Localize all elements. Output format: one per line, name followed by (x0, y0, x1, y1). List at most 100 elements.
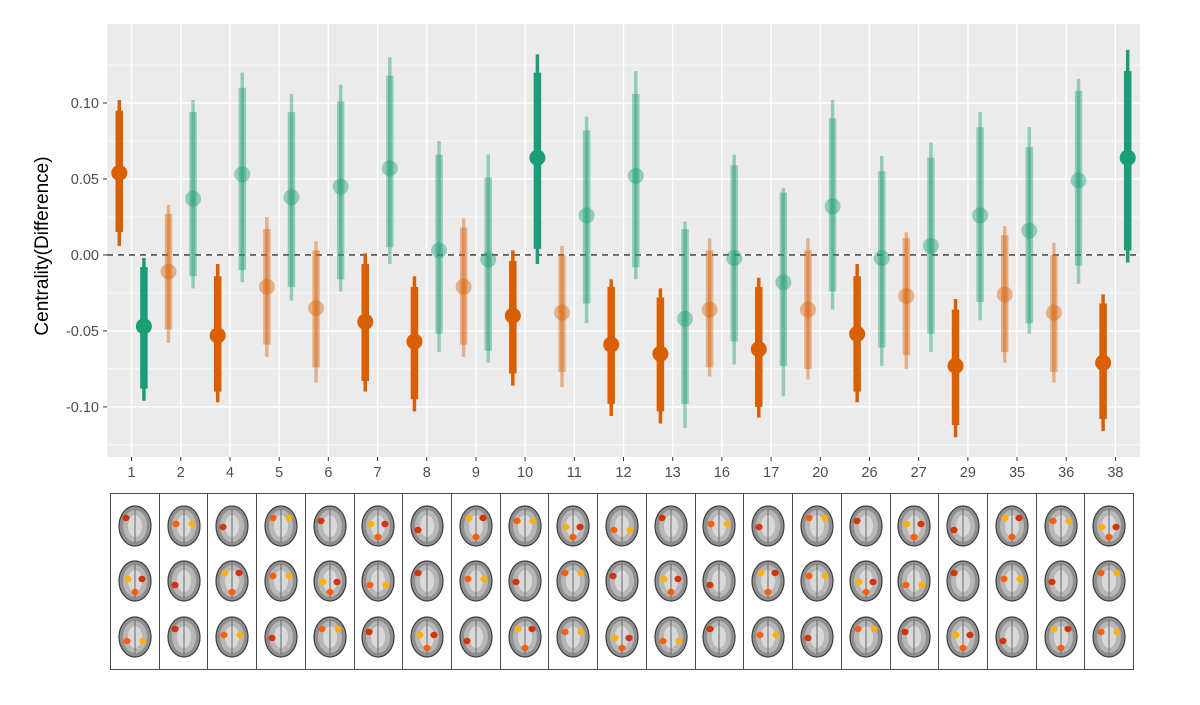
brain-slice-image (313, 560, 347, 603)
orange-point-estimate (209, 327, 226, 344)
activation-blob (414, 570, 422, 577)
activation-blob (171, 520, 180, 528)
brain-slice-image (361, 616, 396, 658)
brain-slice-image (605, 616, 639, 658)
brain-slice-image (849, 505, 883, 547)
brain-panel (160, 494, 209, 669)
x-tick-label: 13 (665, 465, 681, 481)
activation-blob (674, 576, 682, 583)
brain-slice-image (361, 560, 396, 603)
activation-blob (610, 526, 618, 534)
brain-slice-image (751, 560, 785, 603)
orange-point-estimate (258, 278, 275, 295)
activation-blob (950, 570, 958, 577)
x-tick-label: 29 (960, 465, 976, 481)
activation-blob (333, 579, 341, 586)
x-tick-label: 1 (128, 465, 136, 481)
green-point-estimate (234, 166, 251, 183)
brain-slice-image (897, 505, 931, 547)
brain-slice-image (654, 560, 688, 603)
brain-slice-image (118, 560, 152, 603)
x-tick-label: 9 (472, 465, 480, 481)
brain-slice-image (118, 505, 152, 547)
activation-blob (618, 644, 626, 652)
activation-blob (576, 523, 584, 531)
green-point-estimate (676, 310, 693, 327)
green-point-estimate (775, 274, 792, 291)
activation-blob (1105, 533, 1113, 541)
x-tick-label: 27 (911, 465, 927, 481)
activation-blob (660, 576, 668, 583)
activation-blob (269, 514, 277, 522)
activation-blob (268, 634, 276, 642)
orange-point-estimate (357, 313, 374, 330)
x-tick-label: 26 (861, 465, 877, 481)
activation-blob (529, 517, 537, 525)
brain-slice-image (215, 616, 249, 658)
activation-blob (862, 589, 870, 596)
orange-point-estimate (308, 300, 325, 317)
brain-slice-image (556, 616, 590, 658)
activation-blob (561, 570, 569, 577)
activation-blob (609, 573, 617, 580)
activation-blob (414, 526, 422, 534)
brain-panel (306, 494, 355, 669)
brain-slice-image (508, 616, 542, 658)
y-tick-label: -0.05 (66, 324, 99, 340)
green-point-estimate (578, 207, 595, 224)
orange-point-estimate (947, 357, 964, 374)
brain-panel (1037, 494, 1086, 669)
forest-plot: -0.10-0.050.000.050.10 1 2 4 5 6 7 8 9 10 11 12 13 1… (32, 24, 1140, 481)
activation-blob (804, 634, 812, 642)
activation-blob (513, 517, 521, 525)
brain-panel (939, 494, 988, 669)
brain-slice-image (410, 560, 444, 603)
activation-blob (1056, 644, 1065, 652)
brain-slice-image (654, 505, 688, 547)
activation-blob (1097, 570, 1105, 577)
brain-slice-image (215, 505, 249, 547)
brain-map-strip (110, 493, 1134, 670)
activation-blob (326, 589, 334, 596)
brain-panel (111, 494, 160, 669)
brain-slice-image (946, 505, 980, 547)
activation-blob (365, 628, 374, 636)
activation-blob (625, 634, 633, 642)
brain-panel (598, 494, 647, 669)
activation-blob (959, 644, 967, 652)
orange-point-estimate (111, 164, 128, 181)
brain-panel (842, 494, 891, 669)
activation-blob (138, 576, 146, 583)
activation-blob (1112, 523, 1120, 531)
brain-slice-image (849, 560, 883, 603)
brain-slice-image (995, 505, 1029, 547)
green-point-estimate (480, 251, 497, 268)
brain-slice-image (800, 616, 834, 658)
green-point-estimate (1119, 149, 1136, 166)
activation-blob (952, 631, 960, 639)
activation-blob (910, 533, 918, 541)
orange-point-estimate (554, 304, 571, 321)
brain-slice-image (897, 560, 931, 603)
activation-blob (1049, 625, 1058, 633)
brain-slice-image (264, 505, 298, 547)
brain-panel (452, 494, 501, 669)
activation-blob (464, 576, 472, 583)
green-point-estimate (135, 318, 152, 335)
activation-blob (521, 644, 529, 652)
activation-blob (805, 514, 813, 522)
y-tick-label: 0.00 (71, 248, 99, 264)
orange-point-estimate (504, 307, 521, 324)
orange-point-estimate (1045, 304, 1062, 321)
brain-panel (501, 494, 550, 669)
brain-slice-image (410, 616, 444, 658)
orange-point-estimate (160, 263, 177, 280)
activation-blob (285, 573, 293, 580)
activation-blob (950, 526, 958, 534)
activation-blob (821, 573, 829, 580)
activation-blob (381, 520, 390, 528)
green-point-estimate (185, 190, 202, 207)
brain-panel (793, 494, 842, 669)
activation-blob (1113, 628, 1121, 636)
activation-blob (123, 637, 131, 645)
